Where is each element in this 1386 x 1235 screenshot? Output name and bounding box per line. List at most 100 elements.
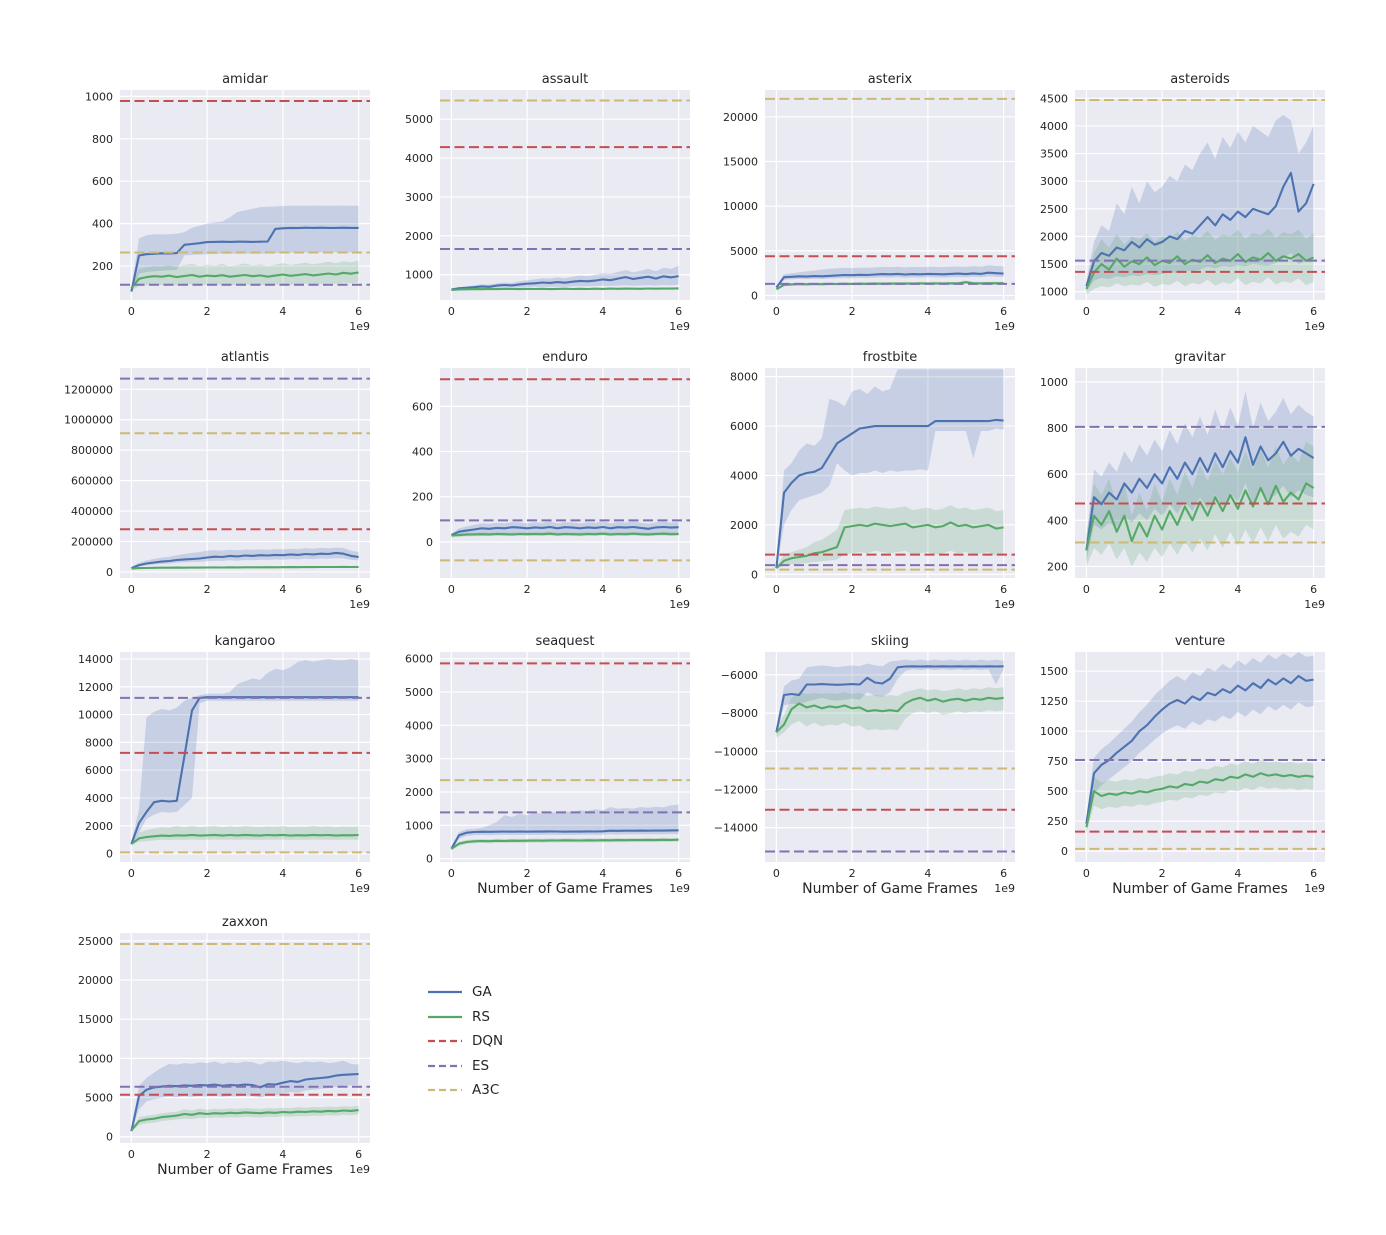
- y-tick-label: 5000: [85, 1092, 113, 1105]
- x-tick-label: 2: [1159, 867, 1166, 880]
- y-tick-label: 1000: [1040, 725, 1068, 738]
- y-tick-label: 3000: [1040, 175, 1068, 188]
- y-tick-label: 10000: [78, 1052, 113, 1065]
- y-tick-label: 10000: [78, 709, 113, 722]
- plot-background: [1075, 652, 1325, 862]
- chart-asterix: 0 5000 10000 15000 20000 0 2 4 6 1e9 asterix: [723, 72, 1015, 333]
- chart-title: zaxxon: [222, 915, 268, 930]
- y-tick-label: −14000: [714, 822, 758, 835]
- gridlines: [765, 90, 1015, 300]
- x-tick-label: 4: [599, 867, 606, 880]
- chart-gravitar: 200 400 600 800 1000 0 2 4 6 1e9 gravitar: [1040, 350, 1325, 611]
- y-tick-label: 0: [1061, 845, 1068, 858]
- chart-title: kangaroo: [215, 634, 276, 649]
- chart-title: atlantis: [221, 350, 270, 365]
- rs-line: [130, 1109, 359, 1132]
- x-offset-label: 1e9: [669, 320, 690, 333]
- x-tick-label: 0: [128, 1148, 135, 1161]
- x-tick-label: 4: [1234, 583, 1241, 596]
- y-tick-label: 800: [92, 133, 113, 146]
- ga-band: [451, 804, 679, 851]
- chart-title: asteroids: [1170, 72, 1230, 87]
- x-tick-label: 0: [128, 305, 135, 318]
- x-tick-label: 2: [524, 583, 531, 596]
- y-tick-label: 15000: [78, 1013, 113, 1026]
- plot-background: [120, 368, 370, 578]
- x-tick-label: 2: [204, 305, 211, 318]
- y-tick-label: 1250: [1040, 695, 1068, 708]
- plot-background: [120, 90, 370, 300]
- y-tick-label: 200: [92, 260, 113, 273]
- y-tick-label: 400: [92, 218, 113, 231]
- y-tick-label: 1000: [1040, 286, 1068, 299]
- gridlines: [440, 368, 690, 578]
- y-tick-label: 0: [106, 566, 113, 579]
- y-tick-label: 200000: [71, 535, 113, 548]
- y-tick-label: 25000: [78, 935, 113, 948]
- ga-line: [131, 551, 359, 570]
- ga-line: [775, 418, 1004, 569]
- x-tick-label: 4: [599, 583, 606, 596]
- x-tick-label: 0: [1083, 583, 1090, 596]
- y-tick-label: 200: [412, 491, 433, 504]
- x-tick-label: 2: [524, 867, 531, 880]
- x-tick-label: 6: [1310, 867, 1317, 880]
- rs-line: [775, 696, 1004, 733]
- x-tick-label: 4: [279, 867, 286, 880]
- chart-title: seaquest: [535, 634, 594, 649]
- chart-venture: 0 250 500 750 1000 1250 1500 0 2 4 6 1e9 Number of G…: [1040, 634, 1325, 897]
- chart-assault: 1000 2000 3000 4000 5000 0 2 4 6 1e9 assault: [405, 72, 690, 333]
- y-tick-label: 20000: [723, 111, 758, 124]
- legend-line-sample: [428, 1015, 462, 1018]
- x-tick-label: 4: [924, 305, 931, 318]
- ga-line: [1085, 171, 1315, 287]
- x-tick-label: 2: [204, 867, 211, 880]
- x-tick-label: 0: [128, 867, 135, 880]
- chart-title: gravitar: [1174, 350, 1226, 365]
- y-tick-label: 14000: [78, 653, 113, 666]
- plot-background: [765, 90, 1015, 300]
- y-tick-label: 600: [1047, 468, 1068, 481]
- x-tick-label: 0: [448, 867, 455, 880]
- y-tick-label: 1000: [85, 90, 113, 103]
- y-tick-label: 12000: [78, 681, 113, 694]
- y-tick-label: 2000: [1040, 230, 1068, 243]
- y-tick-label: 2000: [405, 230, 433, 243]
- rs-line: [131, 565, 359, 570]
- ga-band: [776, 265, 1004, 289]
- x-offset-label: 1e9: [1304, 882, 1325, 895]
- ga-band: [776, 369, 1004, 570]
- x-offset-label: 1e9: [669, 882, 690, 895]
- y-tick-label: 1000: [405, 269, 433, 282]
- x-tick-label: 6: [355, 305, 362, 318]
- y-tick-label: 1500: [1040, 665, 1068, 678]
- y-tick-label: 500: [1047, 785, 1068, 798]
- rs-line: [130, 833, 359, 845]
- x-offset-label: 1e9: [994, 320, 1015, 333]
- plot-background: [120, 933, 370, 1143]
- x-tick-label: 6: [1310, 305, 1317, 318]
- y-tick-label: 6000: [405, 653, 433, 666]
- plot-background: [765, 652, 1015, 862]
- gridlines: [120, 90, 370, 300]
- x-tick-label: 6: [355, 583, 362, 596]
- rs-line: [451, 532, 679, 537]
- x-offset-label: 1e9: [994, 598, 1015, 611]
- x-tick-label: 6: [355, 867, 362, 880]
- x-tick-label: 4: [924, 583, 931, 596]
- y-tick-label: 800: [1047, 422, 1068, 435]
- x-offset-label: 1e9: [349, 882, 370, 895]
- chart-title: skiing: [871, 634, 909, 649]
- legend-label: RS: [472, 1008, 490, 1025]
- ga-line: [450, 829, 679, 850]
- legend: GA RS DQN ES A3C: [428, 980, 503, 1103]
- y-tick-label: 2000: [85, 820, 113, 833]
- chart-seaquest: 0 1000 2000 3000 4000 5000 6000 0 2 4 6 1e9 Number o…: [405, 634, 690, 897]
- y-tick-label: −6000: [721, 669, 758, 682]
- chart-title: frostbite: [863, 350, 917, 365]
- gridlines: [765, 652, 1015, 862]
- y-tick-label: 0: [751, 568, 758, 581]
- x-tick-label: 6: [1310, 583, 1317, 596]
- chart-amidar: 200 400 600 800 1000 0 2 4 6 1e9 amidar: [85, 72, 370, 333]
- plot-background: [440, 90, 690, 300]
